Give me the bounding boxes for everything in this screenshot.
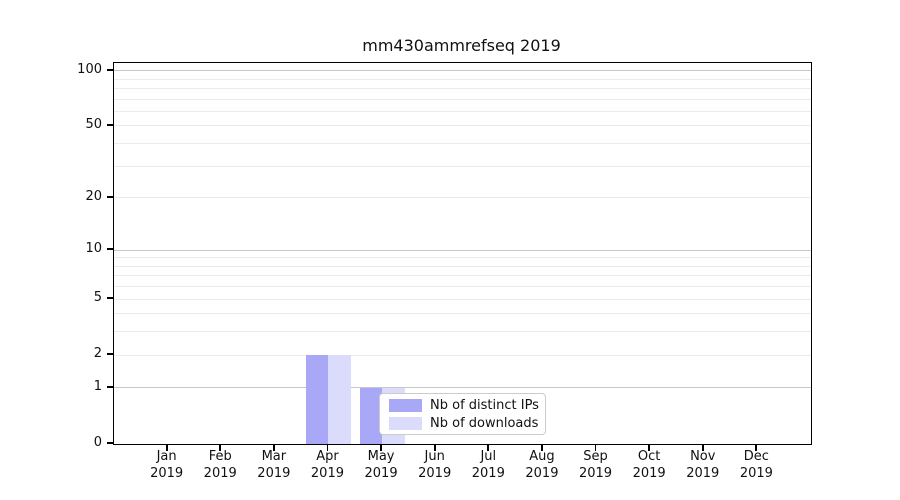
gridline-6 [114, 286, 811, 288]
y-tick-mark-20 [107, 195, 113, 198]
gridline-5 [114, 298, 811, 300]
y-tick-label-1: 1 [93, 378, 102, 394]
gridline-90 [114, 78, 811, 80]
gridline-3 [114, 331, 811, 333]
x-tick-mark-nov [701, 445, 704, 451]
y-tick-label-20: 20 [85, 188, 102, 204]
y-tick-label-2: 2 [93, 346, 102, 362]
x-tick-label-nov: Nov 2019 [686, 449, 720, 481]
legend-entry-distinct-ips: Nb of distinct IPs [389, 396, 539, 414]
x-tick-mark-oct [648, 445, 651, 451]
x-tick-mark-jun [433, 445, 436, 451]
legend-swatch-downloads [389, 416, 422, 430]
gridline-50 [114, 125, 811, 127]
x-tick-mark-sep [594, 445, 597, 451]
x-tick-label-apr: Apr 2019 [310, 449, 344, 481]
x-tick-mark-dec [755, 445, 758, 451]
x-tick-label-feb: Feb 2019 [203, 449, 237, 481]
chart-title: mm430ammrefseq 2019 [362, 36, 561, 55]
gridline-30 [114, 165, 811, 167]
bar-apr-distinct-ips [305, 355, 329, 444]
gridline-4 [114, 313, 811, 315]
x-tick-label-sep: Sep 2019 [578, 449, 613, 481]
y-tick-mark-2 [107, 353, 113, 356]
y-tick-label-10: 10 [85, 241, 102, 256]
x-tick-label-jun: Jun 2019 [418, 449, 452, 481]
legend: Nb of distinct IPs Nb of downloads [379, 393, 546, 435]
x-tick-label-may: May 2019 [364, 449, 398, 481]
x-tick-label-jan: Jan 2019 [150, 449, 184, 481]
gridline-70 [114, 98, 811, 100]
legend-swatch-distinct-ips [389, 398, 422, 412]
x-tick-mark-may [380, 445, 382, 451]
gridline-80 [114, 87, 811, 89]
gridline-60 [114, 110, 811, 112]
gridline-7 [114, 275, 811, 277]
gridline-9 [114, 257, 811, 259]
y-tick-label-0: 0 [93, 435, 102, 450]
x-tick-mark-feb [219, 445, 222, 451]
bar-apr-downloads [328, 355, 351, 444]
x-tick-mark-aug [541, 445, 543, 451]
y-tick-mark-5 [107, 297, 113, 299]
gridline-100 [114, 70, 811, 72]
legend-label-downloads: Nb of downloads [430, 415, 539, 431]
y-tick-mark-1 [107, 386, 113, 388]
x-tick-label-dec: Dec 2019 [739, 449, 773, 481]
gridline-1 [114, 387, 811, 389]
y-tick-label-100: 100 [77, 61, 102, 77]
bar-may-distinct-ips [359, 387, 383, 444]
gridline-2 [114, 354, 811, 356]
y-tick-label-5: 5 [93, 290, 102, 306]
legend-label-distinct-ips: Nb of distinct IPs [430, 397, 539, 413]
y-tick-mark-50 [107, 124, 113, 126]
x-tick-mark-apr [326, 445, 329, 451]
gridline-10 [114, 249, 811, 251]
y-tick-mark-10 [107, 248, 113, 250]
x-tick-label-mar: Mar 2019 [257, 449, 291, 481]
gridline-8 [114, 265, 811, 267]
plot-area: Nb of distinct IPs Nb of downloads [113, 62, 812, 445]
legend-entry-downloads: Nb of downloads [389, 414, 539, 432]
y-tick-mark-0 [107, 442, 113, 444]
x-tick-mark-jan [165, 445, 168, 451]
gridline-40 [114, 143, 811, 145]
x-tick-label-oct: Oct 2019 [632, 449, 666, 481]
x-tick-label-aug: Aug 2019 [525, 449, 559, 481]
x-tick-mark-jul [487, 445, 490, 451]
gridline-20 [114, 197, 811, 199]
y-tick-mark-100 [107, 68, 113, 71]
x-tick-label-jul: Jul 2019 [471, 449, 505, 481]
x-tick-mark-mar [272, 445, 275, 451]
y-tick-label-50: 50 [85, 116, 102, 132]
